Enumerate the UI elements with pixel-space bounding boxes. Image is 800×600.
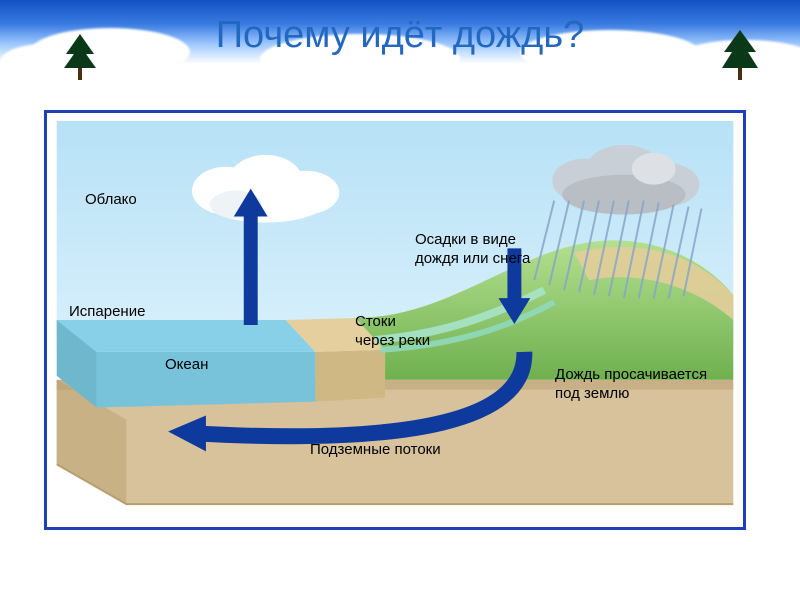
slide: Почему идёт дождь?: [0, 0, 800, 600]
slide-title: Почему идёт дождь?: [0, 14, 800, 57]
label-runoff: Стоки через реки: [355, 313, 430, 351]
diagram-panel: Облако Испарение Океан Осадки в виде дож…: [44, 110, 746, 530]
label-infiltration: Дождь просачивается под землю: [555, 366, 707, 404]
label-ocean: Океан: [165, 356, 208, 375]
diagram-panel-wrap: Облако Испарение Океан Осадки в виде дож…: [24, 100, 776, 570]
label-precipitation: Осадки в виде дождя или снега: [415, 231, 530, 269]
label-groundwater: Подземные потоки: [310, 441, 441, 460]
label-evaporation: Испарение: [69, 303, 145, 322]
label-cloud: Облако: [85, 191, 137, 210]
water-cycle-diagram: Облако Испарение Океан Осадки в виде дож…: [55, 121, 735, 519]
